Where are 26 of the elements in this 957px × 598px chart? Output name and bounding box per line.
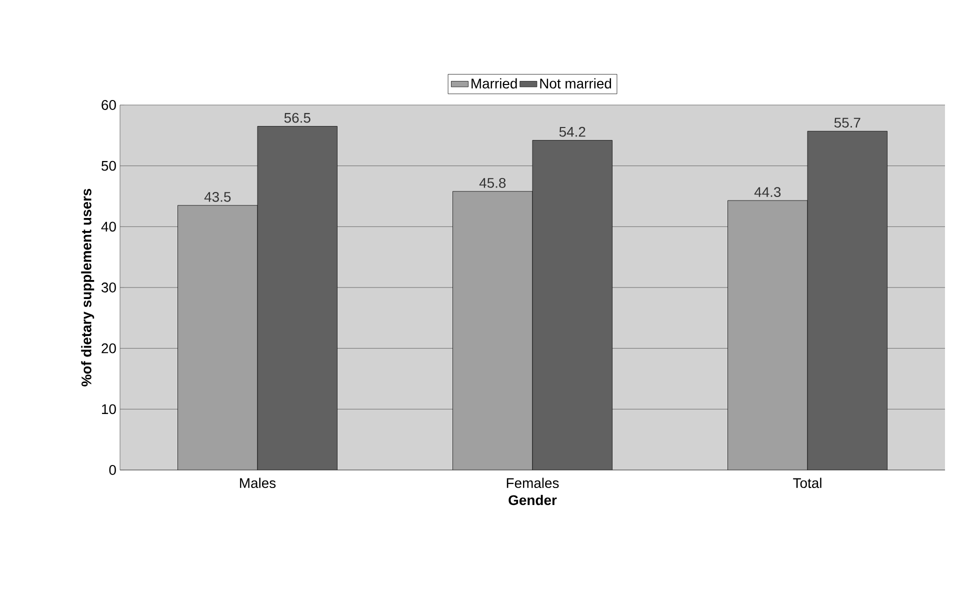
y-axis-title: %of dietary supplement users [81, 188, 94, 386]
bar [728, 200, 808, 470]
bar [452, 191, 533, 470]
data-label: 55.7 [834, 118, 860, 128]
data-label: 44.3 [754, 187, 781, 197]
bar [807, 130, 888, 470]
y-tick-label: 10 [102, 404, 116, 414]
x-tick-label: Females [506, 478, 559, 488]
bar [532, 140, 612, 470]
y-tick-label: 20 [102, 343, 116, 354]
data-label: 45.8 [479, 178, 506, 188]
x-axis-title: Gender [508, 494, 557, 506]
data-label: 43.5 [204, 192, 231, 202]
legend-label: Married [472, 78, 517, 89]
legend-label: Not married [540, 78, 612, 89]
data-label: 56.5 [284, 112, 310, 123]
bar [257, 126, 338, 470]
y-tick-label: 30 [102, 282, 116, 292]
x-tick-label: Males [240, 478, 276, 488]
y-tick-label: 60 [102, 100, 116, 110]
bar [178, 205, 258, 470]
y-tick-label: 0 [109, 465, 116, 475]
y-tick-label: 40 [101, 222, 116, 232]
y-tick-label: 50 [102, 160, 116, 171]
x-tick-label: Total [793, 478, 822, 488]
data-label: 54.2 [559, 126, 586, 137]
